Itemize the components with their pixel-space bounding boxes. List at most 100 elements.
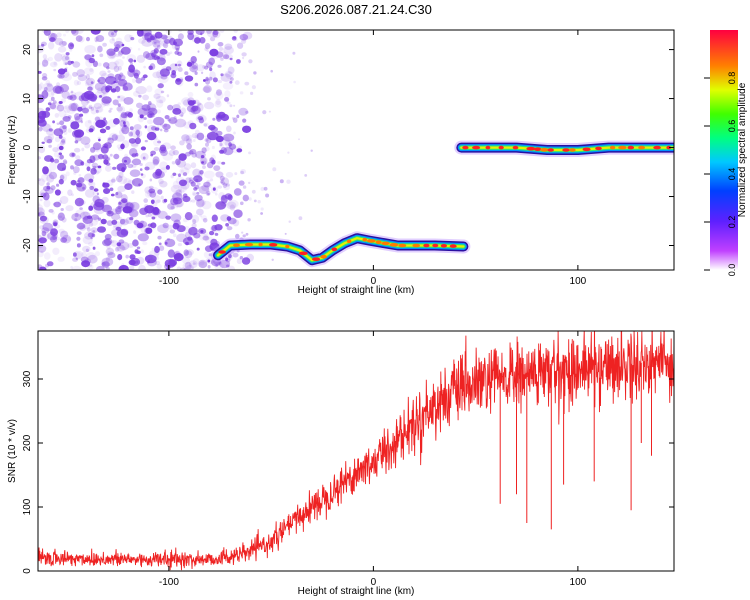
noise-speck: [47, 102, 52, 106]
noise-speck: [153, 147, 160, 151]
track-peak: [618, 145, 627, 150]
noise-speck: [198, 233, 209, 241]
noise-speck: [183, 163, 192, 171]
noise-speck: [78, 36, 85, 43]
noise-speck: [49, 157, 55, 163]
noise-speck: [48, 144, 52, 148]
noise-speck: [150, 222, 157, 229]
noise-speck: [84, 120, 93, 129]
noise-speck: [122, 246, 127, 251]
noise-speck: [46, 261, 54, 267]
noise-speck: [168, 149, 176, 156]
noise-speck: [111, 219, 118, 225]
noise-speck: [176, 233, 187, 243]
noise-speck: [115, 206, 122, 215]
noise-speck: [205, 236, 215, 244]
noise-speck: [116, 175, 123, 183]
noise-speck: [136, 256, 145, 265]
noise-speck: [288, 220, 291, 223]
noise-speck: [43, 199, 51, 208]
noise-speck: [155, 256, 160, 260]
noise-speck: [183, 135, 192, 144]
noise-speck: [95, 109, 99, 114]
noise-speck: [140, 225, 152, 234]
noise-speck: [59, 196, 69, 204]
noise-speck: [192, 191, 196, 196]
noise-speck: [87, 254, 98, 264]
noise-speck: [112, 166, 117, 170]
noise-speck: [195, 150, 206, 159]
noise-speck: [152, 71, 161, 79]
noise-speck: [191, 199, 196, 203]
spectrogram-x-axis: -100 0 100: [159, 30, 587, 287]
noise-speck: [121, 194, 128, 203]
noise-speck: [166, 238, 170, 241]
noise-speck: [194, 71, 198, 75]
noise-speck: [99, 128, 107, 134]
noise-speck: [184, 212, 193, 221]
noise-speck: [121, 43, 125, 47]
noise-speck: [82, 211, 89, 217]
noise-speck: [41, 83, 54, 92]
noise-speck: [155, 95, 166, 104]
noise-speck: [49, 61, 58, 68]
noise-speck: [177, 51, 183, 56]
noise-speck: [124, 153, 129, 159]
noise-speck: [50, 91, 55, 96]
noise-speck: [41, 173, 48, 183]
noise-speck: [125, 202, 134, 211]
noise-speck: [157, 83, 164, 89]
noise-speck: [52, 202, 56, 206]
noise-speck: [50, 185, 56, 191]
noise-speck: [48, 171, 58, 180]
noise-speck: [142, 241, 148, 246]
noise-speck: [53, 151, 60, 158]
noise-speck: [187, 32, 195, 41]
noise-speck: [144, 125, 148, 129]
noise-speck: [214, 232, 219, 236]
noise-speck: [118, 50, 125, 55]
noise-speck: [182, 225, 190, 232]
noise-speck: [110, 240, 115, 244]
noise-speck: [52, 120, 55, 124]
noise-speck: [61, 55, 70, 62]
noise-speck: [240, 170, 245, 175]
noise-speck: [76, 231, 82, 236]
noise-speck: [100, 145, 109, 154]
noise-speck: [117, 176, 128, 184]
noise-speck: [84, 45, 96, 54]
noise-speck: [71, 30, 79, 36]
noise-speck: [88, 178, 94, 183]
noise-speck: [206, 131, 219, 141]
noise-speck: [145, 214, 149, 218]
noise-speck: [212, 117, 216, 121]
noise-speck: [128, 138, 136, 144]
noise-speck: [147, 223, 153, 227]
noise-speck: [160, 167, 168, 174]
noise-speck: [46, 185, 51, 190]
noise-speck: [138, 264, 146, 270]
noise-speck: [304, 174, 308, 177]
track-peak: [627, 145, 635, 150]
noise-speck: [83, 173, 95, 182]
noise-speck: [183, 121, 193, 129]
noise-speck: [172, 202, 178, 206]
noise-speck: [99, 70, 107, 77]
noise-speck: [95, 251, 100, 257]
noise-speck: [78, 174, 82, 177]
noise-speck: [242, 125, 252, 133]
noise-speck: [58, 101, 63, 104]
noise-speck: [90, 227, 98, 234]
noise-speck: [220, 179, 225, 183]
noise-speck: [138, 183, 141, 187]
noise-speck: [107, 137, 114, 144]
noise-speck: [56, 183, 60, 187]
noise-speck: [47, 134, 55, 141]
noise-speck: [43, 185, 51, 192]
noise-speck: [220, 73, 223, 77]
noise-speck: [46, 82, 53, 87]
noise-speck: [110, 178, 116, 183]
noise-speck: [197, 172, 203, 179]
noise-speck: [106, 244, 111, 250]
noise-speck: [116, 163, 127, 172]
